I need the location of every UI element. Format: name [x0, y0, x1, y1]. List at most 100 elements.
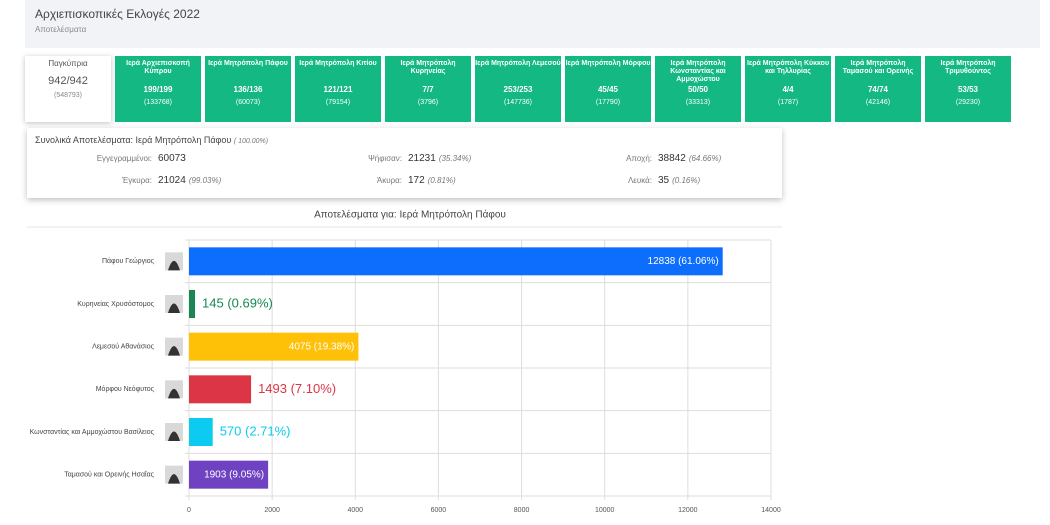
tile-count: 4/4 [782, 85, 794, 94]
avatar-figure [168, 346, 180, 356]
stat: Εγγεγραμμένοι: 60073 [32, 153, 186, 164]
stat-value: 35 [658, 175, 670, 186]
value-label: 12838 (61.06%) [648, 256, 719, 267]
chart-title: Αποτελέσματα για: Ιερά Μητρόπολη Πάφου [314, 209, 506, 221]
tile-voters: (29230) [955, 99, 981, 106]
y-tick-label: Πάφου Γεώργιος [102, 257, 155, 265]
stat-percent: (0.81%) [427, 176, 456, 185]
stat-label: Έγκυρα: [121, 176, 152, 185]
tile-count: 199/199 [143, 85, 173, 94]
tile-voters: (548793) [53, 92, 83, 99]
bar [189, 418, 213, 446]
tile-voters: (42146) [865, 99, 891, 106]
avatar-figure [168, 474, 180, 484]
value-label: 4075 (19.38%) [289, 341, 355, 352]
avatar-figure [168, 388, 180, 399]
tile-voters: (79154) [325, 99, 351, 106]
tile-voters: (33313) [685, 99, 711, 106]
region-tile[interactable]: Ιερά Μητρόπολη Κιτίου 121/121 (79154) [295, 56, 381, 122]
x-tick-label: 2000 [264, 507, 280, 514]
summary-title-text: Συνολικά Αποτελέσματα: Ιερά Μητρόπολη Πά… [35, 135, 232, 145]
tile-voters: (133768) [143, 99, 173, 106]
bar [189, 247, 723, 276]
region-tile[interactable]: Ιερά Μητρόπολη Κωνσταντίας και Αμμοχώστο… [655, 56, 741, 122]
tile-count: 74/74 [867, 85, 889, 94]
tile-name: Ιερά Μητρόπολη Κύκκου και Τηλλυρίας [746, 60, 830, 75]
tile-voters: (1787) [777, 99, 799, 106]
tile-name: Ιερά Μητρόπολη Λεμεσού [475, 60, 561, 67]
stat-value: 21024 [158, 175, 186, 186]
value-label: 570 (2.71%) [220, 423, 291, 438]
stat-value: 21231 [408, 153, 436, 164]
tile-name: Ιερά Μητρόπολη Τριμυθούντος [940, 60, 996, 75]
stat-percent: (64.66%) [688, 154, 722, 163]
region-tile[interactable]: Ιερά Μητρόπολη Μόρφου 45/45 (17790) [565, 56, 651, 122]
x-tick-label: 12000 [678, 507, 698, 514]
avatar-figure [168, 260, 180, 271]
stat-value: 60073 [158, 153, 186, 164]
stat-label: Ψήφισαν: [368, 154, 402, 163]
region-tile[interactable]: Ιερά Μητρόπολη Ταμασού και Ορεινής 74/74 (… [835, 56, 921, 122]
y-tick-label: Λεμεσού Αθανάσιος [92, 343, 154, 351]
tile-name: Ιερά Μητρόπολη Πάφου [208, 60, 288, 67]
y-tick-label: Μόρφου Νεόφυτος [96, 385, 155, 393]
tile-count: 253/253 [503, 85, 533, 94]
stat-percent: (0.16%) [672, 176, 701, 185]
tile-count: 121/121 [323, 85, 353, 94]
tile-voters: (3796) [417, 99, 439, 106]
x-tick-label: 0 [187, 507, 191, 514]
tile-name: Ιερά Μητρόπολη Κωνσταντίας και Αμμοχώστο… [670, 60, 726, 83]
tile-voters: (147736) [503, 99, 533, 106]
header: Αρχιεπισκοπικές Εκλογές 2022 Αποτελέσματ… [25, 0, 1040, 48]
region-tile[interactable]: Ιερά Μητρόπολη Λεμεσού 253/253 (147736) [475, 56, 561, 122]
summary-percent: ( 100.00%) [233, 138, 269, 145]
region-tile[interactable]: Ιερά Μητρόπολη Κυρηνείας 7/7 (3796) [385, 56, 471, 122]
summary-card: Συνολικά Αποτελέσματα: Ιερά Μητρόπολη Πά… [27, 128, 782, 198]
value-label: 1903 (9.05%) [204, 469, 264, 480]
region-tile[interactable]: Ιερά Αρχιεπισκοπή Κύπρου 199/199 (133768) [115, 56, 201, 122]
stat-percent: (35.34%) [438, 154, 472, 163]
stat: Λευκά: 35 (0.16%) [532, 175, 700, 186]
region-tile[interactable]: Ιερά Μητρόπολη Κύκκου και Τηλλυρίας 4/4 (1… [745, 56, 831, 122]
stat-value: 38842 [658, 153, 686, 164]
bar [189, 460, 269, 489]
y-tick-label: Κωνσταντίας και Αμμοχώστου Βασίλειος [30, 428, 155, 436]
value-label: 145 (0.69%) [202, 295, 273, 310]
summary-title: Συνολικά Αποτελέσματα: Ιερά Μητρόπολη Πά… [35, 135, 268, 145]
tile-count: 7/7 [422, 85, 434, 94]
stat-label: Λευκά: [627, 176, 652, 185]
region-tile[interactable]: Ιερά Μητρόπολη Πάφου 136/136 (60073) [205, 56, 291, 122]
tile-voters: (60073) [235, 99, 261, 106]
tile-count: 942/942 [48, 75, 88, 87]
x-tick-label: 4000 [347, 507, 363, 514]
tile-name: Ιερά Μητρόπολη Μόρφου [565, 60, 651, 67]
bar [189, 290, 196, 318]
y-tick-label: Κυρηνείας Χρυσόστομος [77, 300, 154, 308]
tile-name: Ιερά Μητρόπολη Κιτίου [299, 60, 377, 67]
x-tick-label: 10000 [595, 507, 615, 514]
y-tick-label: Ταμασού και Ορεινής Ησαΐας [64, 471, 154, 479]
tile-count: 45/45 [597, 85, 619, 94]
stat-label: Άκυρα: [376, 176, 402, 185]
avatar-figure [168, 431, 180, 441]
value-label: 1493 (7.10%) [258, 381, 336, 396]
stat-label: Αποχή: [626, 154, 652, 163]
bar [189, 332, 359, 361]
stat-percent: (99.03%) [188, 176, 222, 185]
bar [189, 375, 252, 404]
x-tick-label: 8000 [514, 507, 530, 514]
overall-tile[interactable]: Παγκύπρια 942/942 (548793) [25, 56, 111, 122]
tile-count: 53/53 [957, 85, 979, 94]
tile-count: 50/50 [687, 85, 709, 94]
stat: Άκυρα: 172 (0.81%) [282, 175, 456, 186]
page-title: Αρχιεπισκοπικές Εκλογές 2022 [35, 7, 200, 21]
tile-name: Ιερά Μητρόπολη Ταμασού και Ορεινής [842, 60, 914, 75]
stat-value: 172 [408, 175, 425, 186]
stat-label: Εγγεγραμμένοι: [96, 154, 152, 163]
avatar-figure [168, 303, 180, 313]
region-tile[interactable]: Ιερά Μητρόπολη Τριμυθούντος 53/53 (29230) [925, 56, 1011, 122]
page-subtitle: Αποτελέσματα [35, 25, 87, 34]
stat: Αποχή: 38842 (64.66%) [532, 153, 721, 164]
